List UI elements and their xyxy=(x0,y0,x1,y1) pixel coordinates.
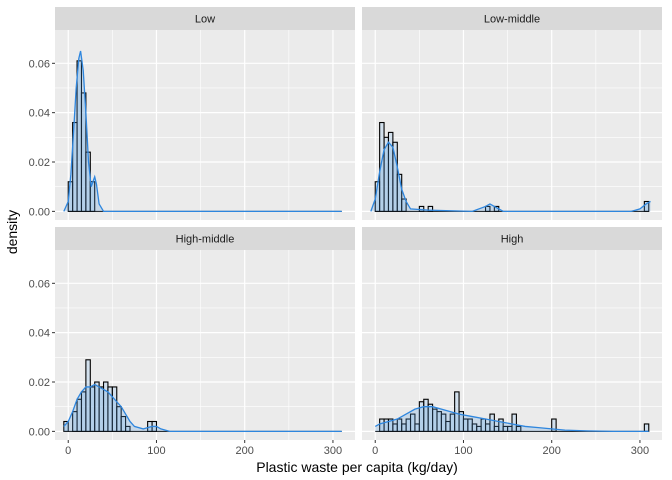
strip-high-middle xyxy=(55,227,355,250)
panel-background xyxy=(362,30,662,220)
histogram-bar xyxy=(489,413,495,432)
density-line xyxy=(374,406,649,433)
histogram-bar xyxy=(484,205,491,212)
histogram-bar xyxy=(515,425,522,432)
histogram-bar xyxy=(551,418,557,432)
histogram-bar xyxy=(125,425,131,432)
strip-label: High xyxy=(501,234,524,246)
density-area xyxy=(375,406,649,432)
density-area xyxy=(370,142,651,212)
y-tick-label: 0.04 xyxy=(29,108,50,120)
density-area xyxy=(63,384,342,432)
strip-high xyxy=(362,227,662,250)
histogram-bar xyxy=(643,200,650,212)
panel-low-middle: Low-middle xyxy=(362,7,662,220)
y-tick-label: 0.02 xyxy=(29,157,50,169)
strip-label: Low-middle xyxy=(484,14,540,26)
strip-label: Low xyxy=(195,14,215,26)
panel-background xyxy=(55,30,355,220)
x-tick-label: 200 xyxy=(236,445,254,457)
histogram-bar xyxy=(409,413,416,432)
strip-low-middle xyxy=(362,7,662,30)
strip-low xyxy=(55,7,355,30)
x-axis-title: Plastic waste per capita (kg/day) xyxy=(256,459,458,475)
y-axis-title: density xyxy=(4,210,20,254)
x-tick-label: 100 xyxy=(147,445,165,457)
x-tick-label: 0 xyxy=(372,445,378,457)
panel-high: High xyxy=(362,227,662,440)
y-tick-label: 0.00 xyxy=(29,206,50,218)
y-tick-label: 0.04 xyxy=(29,328,50,340)
y-tick-label: 0.06 xyxy=(29,278,50,290)
panel-background xyxy=(362,250,662,440)
histogram-bar xyxy=(498,418,504,432)
histogram-bar xyxy=(427,205,434,212)
y-tick-label: 0.06 xyxy=(29,58,50,70)
histogram-bar xyxy=(511,413,517,432)
panel-low: Low xyxy=(55,7,355,220)
panel-high-middle: High-middle xyxy=(55,227,355,440)
histogram-bar xyxy=(396,173,403,212)
strip-label: High-middle xyxy=(176,234,235,246)
histogram-bar xyxy=(120,416,127,432)
density-area xyxy=(63,50,342,212)
y-tick-label: 0.00 xyxy=(29,426,50,438)
density-line xyxy=(63,50,342,213)
density-line xyxy=(63,383,342,433)
histogram-bar xyxy=(643,423,650,432)
x-tick-label: 300 xyxy=(324,445,342,457)
x-tick-label: 200 xyxy=(543,445,561,457)
x-tick-label: 100 xyxy=(454,445,472,457)
y-tick-label: 0.02 xyxy=(29,377,50,389)
x-tick-label: 0 xyxy=(65,445,71,457)
histogram-bar xyxy=(401,198,407,212)
x-tick-label: 300 xyxy=(631,445,649,457)
density-line xyxy=(370,141,651,213)
